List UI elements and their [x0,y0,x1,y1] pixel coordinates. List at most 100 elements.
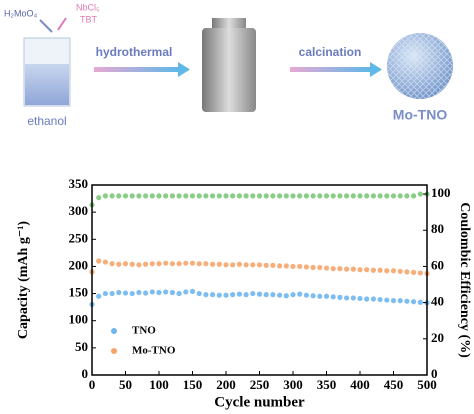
point [243,193,249,199]
point [350,193,356,199]
point [390,193,397,199]
y-tick-label: 350 [69,176,89,191]
point [270,292,276,298]
point [96,195,102,201]
point [196,261,202,267]
point [116,289,122,296]
point [169,193,175,199]
point [303,264,309,270]
point [404,269,410,275]
x-tick-label: 50 [119,377,132,392]
point [323,265,330,271]
solvent: ethanol [27,114,66,128]
point [189,193,196,199]
point [370,267,376,273]
y2-tick-label: 40 [431,294,444,309]
point [116,193,122,199]
point [230,292,236,298]
sphere-texture [387,33,453,99]
point [102,290,108,297]
y2-tick-label: 100 [431,185,451,200]
reagent: H₂MoO₄ [4,8,37,18]
point [96,293,102,299]
point [290,292,296,298]
point [116,261,122,267]
legend-marker [111,348,117,354]
point [350,295,356,301]
point [136,289,142,296]
point [183,260,189,266]
x-tick-label: 500 [417,377,437,392]
y-tick-label: 150 [69,285,89,300]
point [163,193,169,199]
legend-label: Mo-TNO [132,345,176,357]
point [323,193,330,199]
arrow-head [178,62,190,77]
point [156,193,162,199]
y2-tick-label: 60 [431,257,444,272]
point [317,193,323,199]
point [102,193,108,199]
point [417,191,423,197]
point [210,193,216,199]
point [330,193,336,199]
point [129,261,135,267]
point [390,268,397,274]
point [263,262,269,268]
x-tick-label: 150 [183,377,203,392]
point [270,193,276,199]
point [377,267,383,273]
point [163,260,169,266]
step-label: hydrothermal [96,45,173,59]
point [129,290,135,297]
point [344,295,350,301]
point [189,260,196,266]
point [189,288,196,294]
point [290,263,296,270]
x-tick-label: 400 [350,377,370,392]
autoclave [202,28,256,112]
point [223,193,229,199]
point [303,193,309,199]
reagent: NbCl₅ [76,2,100,12]
point [397,298,403,304]
point [364,193,370,199]
point [290,193,296,199]
point [223,292,229,298]
point [203,193,209,199]
point [364,267,370,273]
point [243,292,249,298]
y-tick-label: 250 [69,230,89,245]
point [256,291,263,297]
point [149,193,155,199]
point [109,261,115,267]
point [417,299,423,305]
chart: 0 50 100 150 200 250 300 350 400 450 5000501001502… [16,176,472,410]
y-tick-label: 0 [82,366,89,381]
point [109,290,115,297]
point [411,299,417,305]
point [384,268,390,274]
arrow [94,67,178,72]
point [310,293,316,299]
x-axis-label: Cycle number [214,394,305,410]
point [210,292,216,298]
point [263,193,269,199]
point [357,267,363,273]
point [196,290,202,297]
point [149,289,155,295]
y-tick-label: 100 [69,312,89,327]
x-tick-label: 200 [216,377,236,392]
point [149,261,155,267]
x-tick-label: 450 [384,377,404,392]
solution [25,64,69,105]
point [236,291,242,297]
point [183,289,189,295]
point [169,261,175,267]
arrow [290,67,370,72]
point [136,193,142,199]
point [377,193,383,199]
point [230,193,236,199]
point [377,296,383,303]
